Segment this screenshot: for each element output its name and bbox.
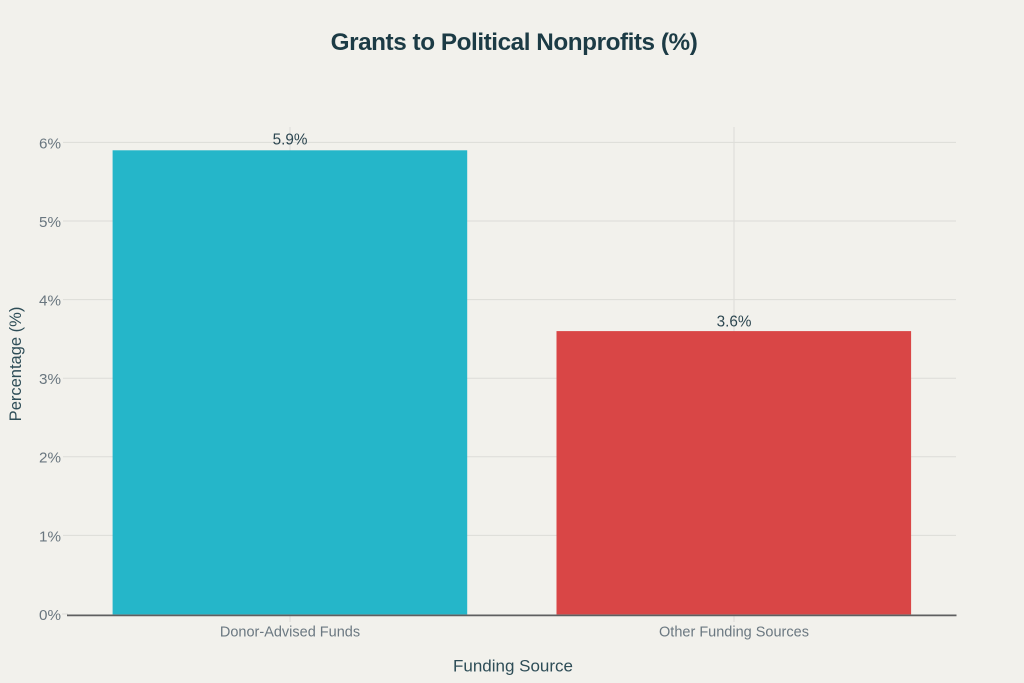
svg-text:Other Funding Sources: Other Funding Sources: [659, 624, 809, 640]
svg-text:3.6%: 3.6%: [717, 313, 752, 330]
svg-text:2%: 2%: [39, 450, 61, 467]
svg-text:4%: 4%: [39, 293, 61, 310]
svg-text:Percentage (%): Percentage (%): [7, 307, 25, 422]
svg-text:Grants to Political Nonprofits: Grants to Political Nonprofits (%): [331, 29, 698, 56]
svg-text:Funding Source: Funding Source: [453, 657, 573, 676]
svg-text:Donor-Advised Funds: Donor-Advised Funds: [220, 624, 360, 640]
svg-text:3%: 3%: [39, 371, 61, 388]
svg-text:5%: 5%: [39, 214, 61, 231]
svg-text:5.9%: 5.9%: [273, 132, 308, 149]
svg-text:6%: 6%: [39, 135, 61, 152]
svg-text:0%: 0%: [39, 607, 61, 624]
svg-text:1%: 1%: [39, 528, 61, 545]
